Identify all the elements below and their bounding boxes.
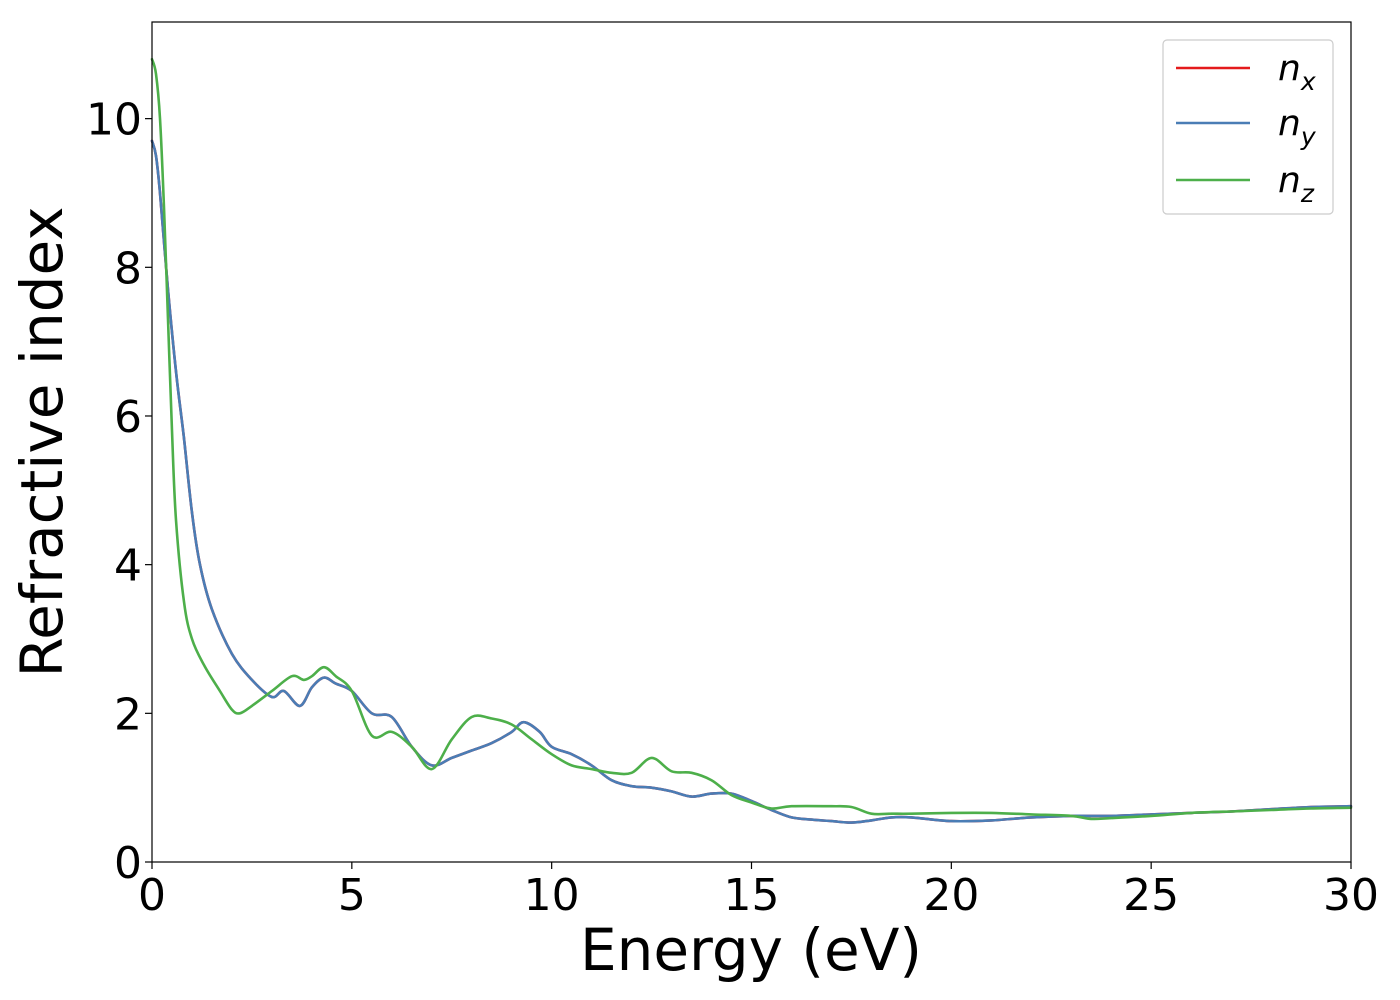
x-tick-label: 30 — [1323, 870, 1379, 921]
y-axis-title: Refractive index — [8, 206, 76, 677]
legend-label-y: ny — [1278, 103, 1317, 151]
y-tick-label: 10 — [86, 95, 142, 146]
y-tick-label: 4 — [114, 541, 142, 592]
x-tick-label: 10 — [524, 870, 580, 921]
y-tick-label: 0 — [114, 838, 142, 889]
series-line-z — [150, 57, 1353, 821]
y-tick-label: 8 — [114, 243, 142, 294]
x-axis: 0 5 10 15 20 25 30 — [138, 862, 1379, 921]
y-tick-label: 6 — [114, 392, 142, 443]
x-tick-label: 15 — [724, 870, 780, 921]
x-tick-label: 25 — [1123, 870, 1179, 921]
y-axis: 0 2 4 6 8 10 — [86, 95, 152, 889]
x-axis-title: Energy (eV) — [580, 916, 922, 984]
x-tick-label: 20 — [923, 870, 979, 921]
y-tick-label: 2 — [114, 689, 142, 740]
legend-label-x: nx — [1278, 48, 1316, 96]
x-tick-label: 0 — [138, 870, 166, 921]
legend: nx ny nz — [1162, 39, 1334, 215]
legend-box — [1162, 39, 1334, 215]
x-tick-label: 5 — [338, 870, 366, 921]
plot-area — [152, 22, 1351, 862]
legend-label-z: nz — [1278, 160, 1315, 208]
series-line-y — [150, 139, 1353, 824]
series-layer — [150, 57, 1353, 824]
